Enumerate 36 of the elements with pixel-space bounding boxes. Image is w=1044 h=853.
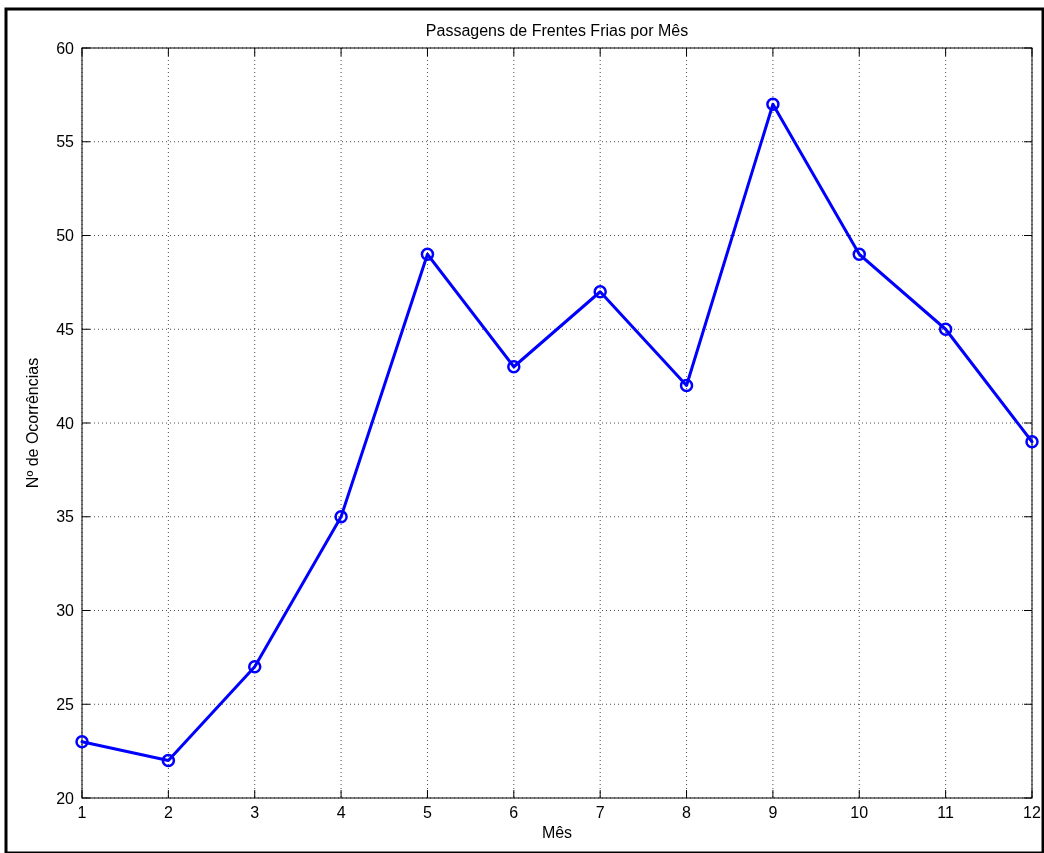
y-tick-label: 20 (56, 789, 75, 807)
x-tick-label: 7 (595, 804, 605, 821)
y-tick-label: 40 (56, 414, 75, 432)
y-tick-label: 60 (56, 39, 75, 57)
x-tick-label: 1 (77, 804, 87, 821)
x-axis-title: Mês (541, 824, 573, 841)
x-tick-label: 8 (682, 804, 692, 821)
x-tick-label: 11 (937, 804, 955, 821)
x-tick-label: 10 (850, 804, 869, 821)
x-tick-label: 2 (163, 804, 173, 821)
point (75, 735, 89, 749)
point (507, 360, 521, 374)
x-tick-label: 3 (250, 804, 260, 821)
x-tick-label: 5 (423, 804, 432, 821)
point (938, 322, 953, 336)
x-tick-label: 6 (509, 804, 519, 821)
y-tick-label: 55 (56, 133, 75, 151)
point (247, 660, 262, 674)
y-tick-label: 30 (56, 602, 75, 620)
point (852, 247, 867, 261)
x-tick-label: 9 (768, 804, 778, 821)
x-tick-label: 12 (1023, 804, 1041, 821)
chart-title: Passagens de Frentes Frias por Mês (425, 22, 689, 39)
point (161, 753, 176, 768)
y-tick-label: 35 (56, 508, 75, 526)
point (593, 285, 607, 299)
point (334, 510, 348, 524)
point (679, 378, 694, 393)
y-tick-label: 45 (56, 320, 75, 338)
x-tick-label: 4 (336, 804, 346, 821)
y-tick-label: 50 (56, 227, 75, 245)
y-axis-title: Nº de Ocorrências (24, 357, 41, 489)
y-tick-label: 25 (56, 695, 75, 713)
point (1025, 435, 1039, 449)
point (766, 97, 780, 111)
point (420, 247, 435, 261)
